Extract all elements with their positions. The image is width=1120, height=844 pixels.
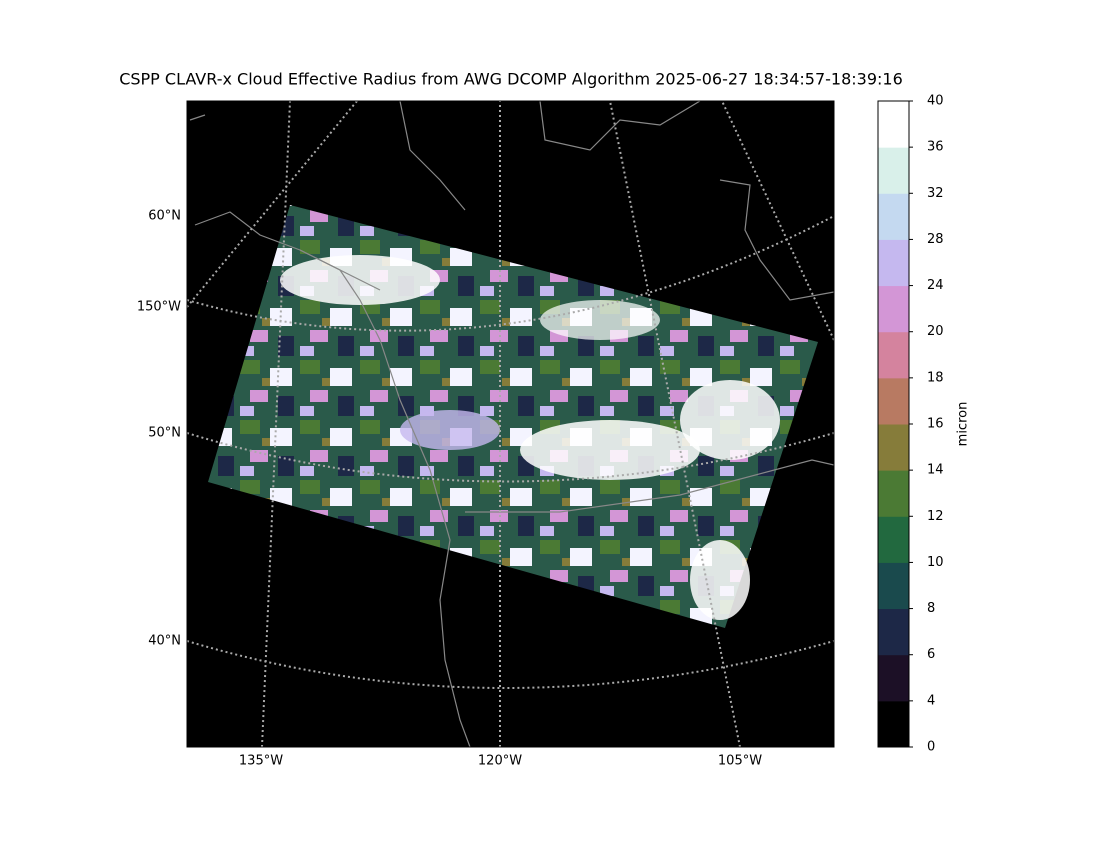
parallel (187, 432, 834, 483)
meridian (721, 101, 834, 341)
colorbar-tick-label: 16 (927, 417, 944, 432)
lon-label: 105°W (718, 754, 762, 769)
title: CSPP CLAVR-x Cloud Effective Radius from… (119, 70, 903, 89)
colorbar-tick-label: 20 (927, 324, 944, 339)
colorbar-tick-label: 4 (927, 693, 935, 708)
colorbar-segment (878, 516, 909, 563)
colorbar-label: micron (956, 402, 971, 447)
colorbar-tick-label: 40 (927, 94, 944, 109)
colorbar-segment (878, 285, 909, 333)
lon-label: 120°W (478, 754, 522, 769)
map-frame (186, 100, 835, 748)
cloud (690, 540, 750, 620)
colorbar-tick-label: 12 (927, 509, 944, 524)
lat-label: 60°N (148, 209, 181, 224)
colorbar-tick-label: 24 (927, 278, 944, 293)
colorbar-tick-label: 32 (927, 186, 944, 201)
parallel (187, 215, 834, 332)
cloud (400, 410, 500, 450)
lon-label: 135°W (239, 754, 283, 769)
colorbar-tick-label: 14 (927, 463, 944, 478)
colorbar-segment (878, 377, 909, 425)
colorbar-segment (878, 608, 909, 656)
colorbar-tick-label: 10 (927, 555, 944, 570)
colorbar-tick-label: 28 (927, 232, 944, 247)
colorbar-segment (878, 193, 909, 240)
colorbar-segment (878, 562, 909, 610)
cloud (540, 300, 660, 340)
border (299, 249, 834, 513)
lat-label: 40°N (148, 634, 181, 649)
map (187, 101, 834, 747)
colorbar-tick-label: 8 (927, 601, 935, 616)
colorbar-tick-label: 36 (927, 140, 944, 155)
colorbar-tick-label: 0 (927, 740, 935, 755)
colorbar-segment (878, 470, 909, 517)
colorbar-segment (878, 700, 909, 748)
colorbar-segment (878, 147, 909, 194)
colorbar-segment (878, 331, 909, 379)
satellite-swath (208, 205, 818, 628)
lat-label: 50°N (148, 426, 181, 441)
coastline (399, 101, 834, 301)
parallel (187, 640, 834, 689)
colorbar-segment (878, 101, 909, 148)
colorbar-tick-label: 6 (927, 647, 935, 662)
coastline (189, 114, 471, 747)
lat-label: 150°W (137, 300, 181, 315)
cloud (680, 380, 780, 460)
colorbar-tick-label: 18 (927, 370, 944, 385)
colorbar-segment (878, 239, 909, 287)
colorbar-segment (878, 654, 909, 702)
colorbar-segment (878, 424, 909, 471)
cloud (520, 420, 700, 480)
